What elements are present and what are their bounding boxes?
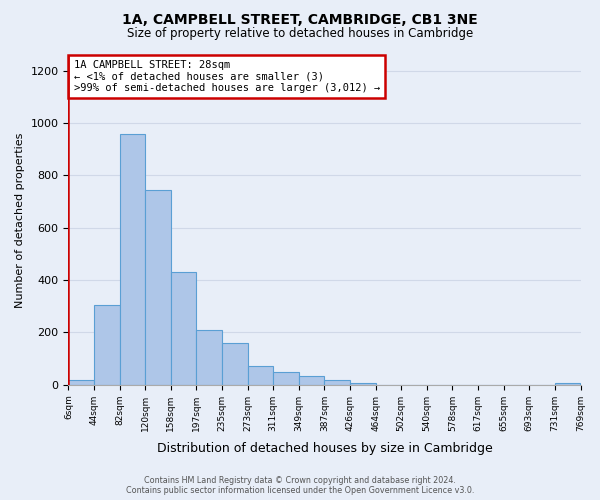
Bar [350,382,376,385]
Bar [273,372,299,385]
Bar [325,380,350,385]
Bar [119,134,145,385]
Bar [555,382,580,385]
Bar [222,343,248,385]
Bar [145,190,171,385]
Bar [68,380,94,385]
Bar [94,305,119,385]
Text: 1A CAMPBELL STREET: 28sqm
← <1% of detached houses are smaller (3)
>99% of semi-: 1A CAMPBELL STREET: 28sqm ← <1% of detac… [74,60,380,93]
Bar [299,376,325,385]
Y-axis label: Number of detached properties: Number of detached properties [15,132,25,308]
X-axis label: Distribution of detached houses by size in Cambridge: Distribution of detached houses by size … [157,442,493,455]
Text: Contains HM Land Registry data © Crown copyright and database right 2024.
Contai: Contains HM Land Registry data © Crown c… [126,476,474,495]
Bar [196,330,222,385]
Text: 1A, CAMPBELL STREET, CAMBRIDGE, CB1 3NE: 1A, CAMPBELL STREET, CAMBRIDGE, CB1 3NE [122,12,478,26]
Text: Size of property relative to detached houses in Cambridge: Size of property relative to detached ho… [127,28,473,40]
Bar [248,366,273,385]
Bar [171,272,196,385]
